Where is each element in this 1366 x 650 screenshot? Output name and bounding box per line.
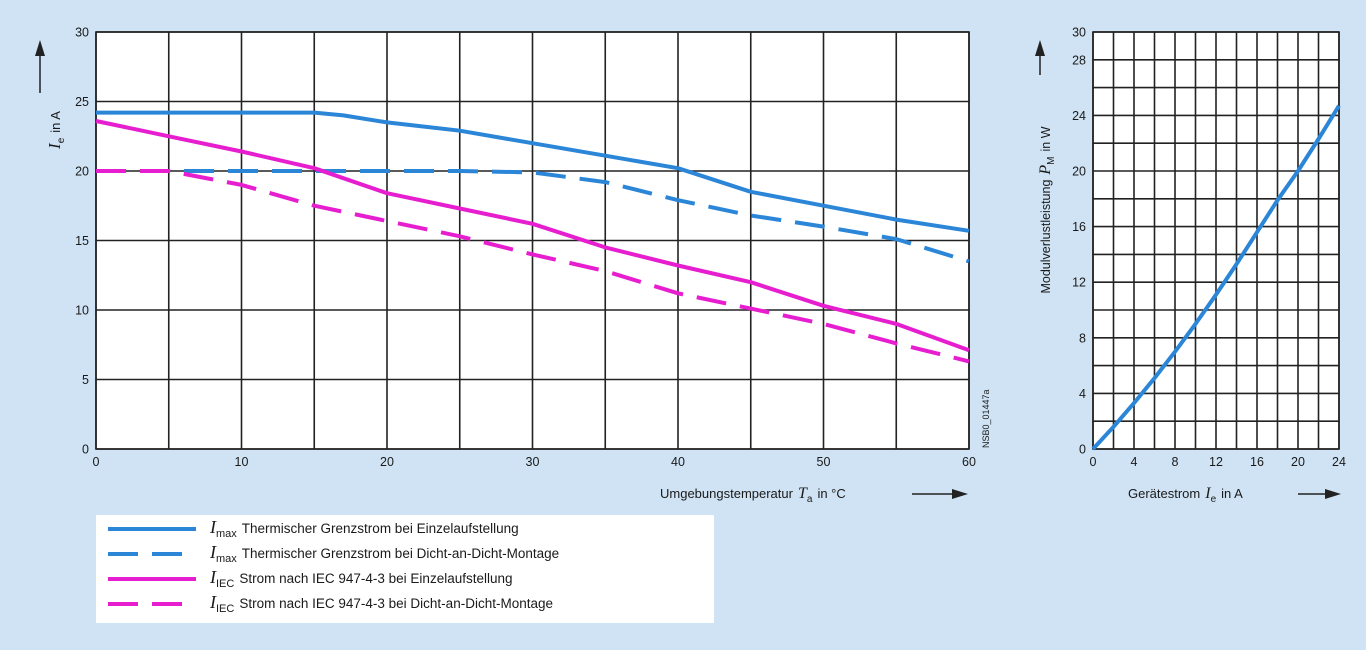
legend-label: Thermischer Grenzstrom bei Einzelaufstel… [242,521,519,536]
temperature-current-chart: 0 10 20 30 40 50 60 0 5 10 15 20 25 30 Ie in A Umgebungs… [35,26,991,505]
y-tick-label: 8 [1079,331,1086,345]
y-axis-symbol: P [1037,165,1054,176]
x-tick-label: 50 [817,455,831,469]
legend-symbol: I [209,517,217,537]
legend-symbol: I [209,567,217,587]
y-axis-name: Modulverlustleistung [1039,180,1053,294]
y-tick-label: 30 [75,26,89,40]
series-line-2 [96,169,970,264]
y-tick-label: 25 [75,95,89,109]
x-axis-subscript: e [1211,494,1217,505]
legend-label: Strom nach IEC 947-4-3 bei Dicht-an-Dich… [239,596,553,611]
y-tick-label: 16 [1072,220,1086,234]
legend-label: Thermischer Grenzstrom bei Dicht-an-Dich… [242,546,559,561]
legend-symbol: I [209,592,217,612]
y-axis-symbol: I [45,142,64,150]
y-tick-label: 28 [1072,53,1086,67]
x-axis-arrowhead [952,489,968,499]
legend-entry-3: IIEC Strom nach IEC 947-4-3 bei Einzelauf… [209,567,513,590]
x-axis-unit: in A [1221,486,1243,501]
legend-entry-1: Imax Thermischer Grenzstrom bei Einzelauf… [209,517,519,540]
x-axis-symbol: I [1204,485,1211,502]
series-line-1 [1091,104,1341,451]
legend-subscript: max [216,553,237,565]
x-tick-label: 20 [380,455,394,469]
x-tick-label: 30 [526,455,540,469]
legend-entry-2: Imax Thermischer Grenzstrom bei Dicht-an-… [209,542,559,565]
power-loss-chart: 0 4 8 12 16 20 24 0 4 8 12 16 20 24 28 30 Modulverlustle… [1035,26,1346,505]
x-tick-label: 8 [1172,455,1179,469]
x-axis-subscript: a [807,494,813,505]
legend-label: Strom nach IEC 947-4-3 bei Einzelaufstel… [239,571,512,586]
y-tick-label: 10 [75,304,89,318]
x-axis-unit: in °C [817,486,845,501]
x-tick-label: 0 [93,455,100,469]
y-tick-label: 12 [1072,276,1086,290]
x-axis-name: Gerätestrom [1128,486,1200,501]
legend-entry-4: IIEC Strom nach IEC 947-4-3 bei Dicht-an-… [209,592,553,615]
x-tick-label: 24 [1332,455,1346,469]
y-axis-arrowhead [1035,40,1045,56]
x-axis-name: Umgebungstemperatur [660,486,794,501]
x-tick-label: 60 [962,455,976,469]
x-axis-label: Umgebungstemperatur Ta in °C [660,485,846,505]
legend-symbol: I [209,542,217,562]
x-axis-symbol: T [798,485,808,502]
y-axis-unit: in A [48,111,63,133]
legend-box [96,515,714,623]
y-tick-label: 30 [1072,26,1086,40]
x-tick-label: 10 [235,455,249,469]
y-axis-arrowhead [35,40,45,56]
y-tick-label: 0 [1079,443,1086,457]
y-tick-label: 0 [82,443,89,457]
x-axis-label: Gerätestrom Ie in A [1128,485,1243,505]
x-axis-arrowhead [1325,489,1341,499]
series-line-3 [95,119,970,353]
x-tick-label: 20 [1291,455,1305,469]
legend-subscript: IEC [216,603,234,615]
legend-subscript: max [216,528,237,540]
plot-frame [1092,31,1340,450]
figure-id-annotation: NSB0_01447a [981,389,991,448]
y-axis-label: Ie in A [45,111,67,150]
series-line-1 [96,110,970,233]
legend-subscript: IEC [216,578,234,590]
y-tick-label: 24 [1072,109,1086,123]
x-tick-label: 40 [671,455,685,469]
plot-frame [95,31,970,450]
x-tick-label: 12 [1209,455,1223,469]
y-tick-label: 20 [75,165,89,179]
series-line-4 [96,169,970,364]
y-axis-subscript: e [56,137,67,143]
x-tick-label: 16 [1250,455,1264,469]
y-tick-label: 5 [82,373,89,387]
y-tick-label: 4 [1079,387,1086,401]
x-tick-label: 4 [1131,455,1138,469]
x-tick-label: 0 [1090,455,1097,469]
legend: Imax Thermischer Grenzstrom bei Einzelauf… [96,515,714,623]
y-axis-subscript: M [1046,156,1057,164]
y-tick-label: 20 [1072,165,1086,179]
y-axis-label: Modulverlustleistung PMin W [1037,126,1057,293]
y-axis-unit: in W [1039,126,1053,151]
y-tick-label: 15 [75,234,89,248]
